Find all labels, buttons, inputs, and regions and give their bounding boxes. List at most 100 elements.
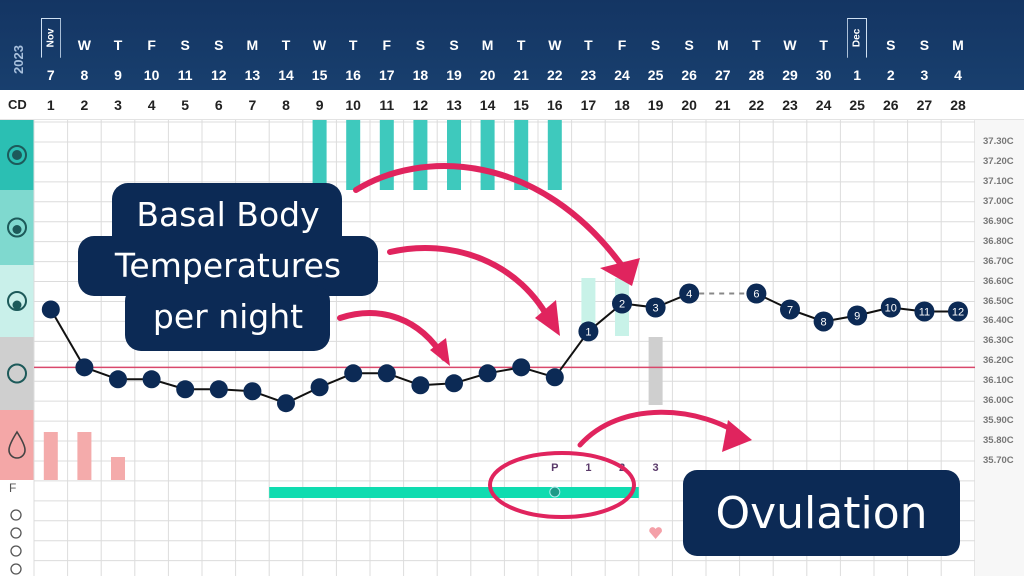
cycle-day-label[interactable]: 22 — [748, 97, 765, 113]
cycle-day-label[interactable]: 3 — [114, 97, 122, 113]
date-label[interactable]: 8 — [80, 67, 89, 83]
temperature-point[interactable] — [512, 358, 531, 377]
y-axis-tick: 36.00C — [983, 395, 1014, 407]
cycle-day-label[interactable]: 27 — [916, 97, 933, 113]
atom-icon[interactable] — [10, 563, 22, 575]
menstruation-bar — [111, 457, 125, 480]
cycle-day-label[interactable]: 14 — [479, 97, 496, 113]
temperature-point[interactable] — [109, 370, 127, 389]
date-label[interactable]: 9 — [114, 67, 122, 83]
cycle-day-label[interactable]: 28 — [950, 97, 966, 113]
temperature-point[interactable] — [679, 283, 700, 304]
cycle-day-label[interactable]: 19 — [647, 97, 664, 113]
cycle-day-label[interactable]: 1 — [46, 97, 55, 113]
heart-icon[interactable] — [649, 527, 662, 539]
date-label[interactable]: 23 — [580, 67, 597, 83]
date-label[interactable]: 14 — [278, 67, 294, 83]
date-label[interactable]: 12 — [211, 67, 227, 83]
cervical-fluid-egg-white-icon[interactable] — [7, 145, 27, 165]
date-label[interactable]: 26 — [681, 67, 697, 83]
date-label[interactable]: 11 — [177, 67, 193, 83]
cycle-day-label[interactable]: 24 — [815, 97, 832, 113]
cervical-fluid-dry-icon[interactable] — [7, 363, 27, 384]
temperature-point[interactable] — [75, 358, 94, 377]
cycle-day-label[interactable]: 13 — [446, 97, 462, 113]
temperature-point[interactable] — [277, 394, 295, 413]
cervical-fluid-watery-icon[interactable] — [7, 217, 27, 238]
cycle-day-label[interactable]: 8 — [282, 97, 290, 113]
cycle-day-label[interactable]: 4 — [147, 97, 156, 113]
date-label[interactable]: 27 — [715, 67, 731, 83]
date-label[interactable]: 25 — [647, 67, 664, 83]
date-label[interactable]: 13 — [244, 67, 261, 83]
date-label[interactable]: 17 — [379, 67, 395, 83]
date-label[interactable]: 1 — [853, 67, 862, 83]
date-label[interactable]: 29 — [782, 67, 798, 83]
cycle-day-label[interactable]: 18 — [614, 97, 630, 113]
temperature-point[interactable] — [411, 376, 430, 395]
temperature-point[interactable] — [880, 297, 901, 318]
temperature-point[interactable] — [780, 299, 800, 320]
date-label[interactable]: 10 — [143, 67, 160, 83]
menstruation-drop-icon[interactable] — [8, 430, 26, 459]
date-label[interactable]: 21 — [513, 67, 529, 83]
weekday-label: T — [348, 37, 358, 53]
date-label[interactable]: 20 — [479, 67, 496, 83]
temperature-point[interactable] — [813, 311, 834, 332]
cycle-day-label[interactable]: 2 — [80, 97, 89, 113]
temperature-point[interactable] — [545, 368, 564, 387]
cycle-day-label[interactable]: 11 — [379, 97, 395, 113]
high-temp-number: 7 — [787, 304, 793, 316]
date-label[interactable]: 18 — [412, 67, 429, 83]
cycle-day-label[interactable]: 6 — [214, 97, 223, 113]
temperature-point[interactable] — [377, 364, 396, 383]
temperature-point[interactable] — [578, 321, 599, 342]
date-label[interactable]: 16 — [345, 67, 361, 83]
temperature-point[interactable] — [41, 300, 60, 319]
temperature-point[interactable] — [310, 378, 329, 397]
cycle-day-label[interactable]: 9 — [315, 97, 324, 113]
date-label[interactable]: 7 — [46, 67, 55, 83]
temperature-point[interactable] — [142, 370, 161, 389]
cycle-day-label[interactable]: 10 — [345, 97, 361, 113]
temperature-point[interactable] — [445, 374, 463, 393]
date-label[interactable]: 22 — [547, 67, 563, 83]
temperature-point[interactable] — [847, 305, 868, 326]
date-label[interactable]: 19 — [446, 67, 462, 83]
date-label[interactable]: 28 — [748, 67, 765, 83]
cycle-day-label[interactable]: 26 — [883, 97, 899, 113]
temperature-point[interactable] — [645, 297, 666, 318]
date-label[interactable]: 2 — [886, 67, 895, 83]
cervix-icon[interactable] — [10, 545, 22, 557]
shield-heart-icon[interactable] — [10, 527, 22, 539]
cycle-day-label[interactable]: 20 — [681, 97, 697, 113]
temperature-point[interactable] — [746, 283, 767, 304]
cycle-day-label[interactable]: 5 — [181, 97, 190, 113]
peak-day-marker[interactable] — [549, 486, 561, 498]
temperature-point[interactable] — [243, 382, 262, 401]
date-label[interactable]: 15 — [311, 67, 328, 83]
cycle-day-label[interactable]: 15 — [513, 97, 529, 113]
cervical-fluid-creamy-icon[interactable] — [7, 291, 27, 311]
cervical-fluid-bar — [648, 337, 663, 405]
temperature-point[interactable] — [914, 301, 935, 322]
temperature-point[interactable] — [948, 301, 968, 322]
notes-add-icon[interactable] — [10, 509, 22, 521]
cycle-day-label[interactable]: 21 — [715, 97, 731, 113]
temperature-point[interactable] — [612, 293, 632, 314]
cycle-day-label[interactable]: 12 — [412, 97, 429, 113]
temperature-point[interactable] — [176, 380, 195, 399]
date-label[interactable]: 30 — [815, 67, 832, 83]
temperature-point[interactable] — [344, 364, 363, 383]
high-temp-number: 3 — [653, 303, 659, 315]
cycle-day-label[interactable]: 17 — [580, 97, 597, 113]
temperature-point[interactable] — [209, 380, 228, 399]
date-label[interactable]: 3 — [920, 67, 929, 83]
cycle-day-label[interactable]: 16 — [547, 97, 563, 113]
date-label[interactable]: 4 — [954, 67, 962, 83]
cycle-day-label[interactable]: 7 — [248, 97, 257, 113]
cycle-day-label[interactable]: 25 — [849, 97, 865, 113]
cycle-day-label[interactable]: 23 — [782, 97, 798, 113]
date-label[interactable]: 24 — [614, 67, 630, 83]
temperature-point[interactable] — [478, 364, 497, 383]
